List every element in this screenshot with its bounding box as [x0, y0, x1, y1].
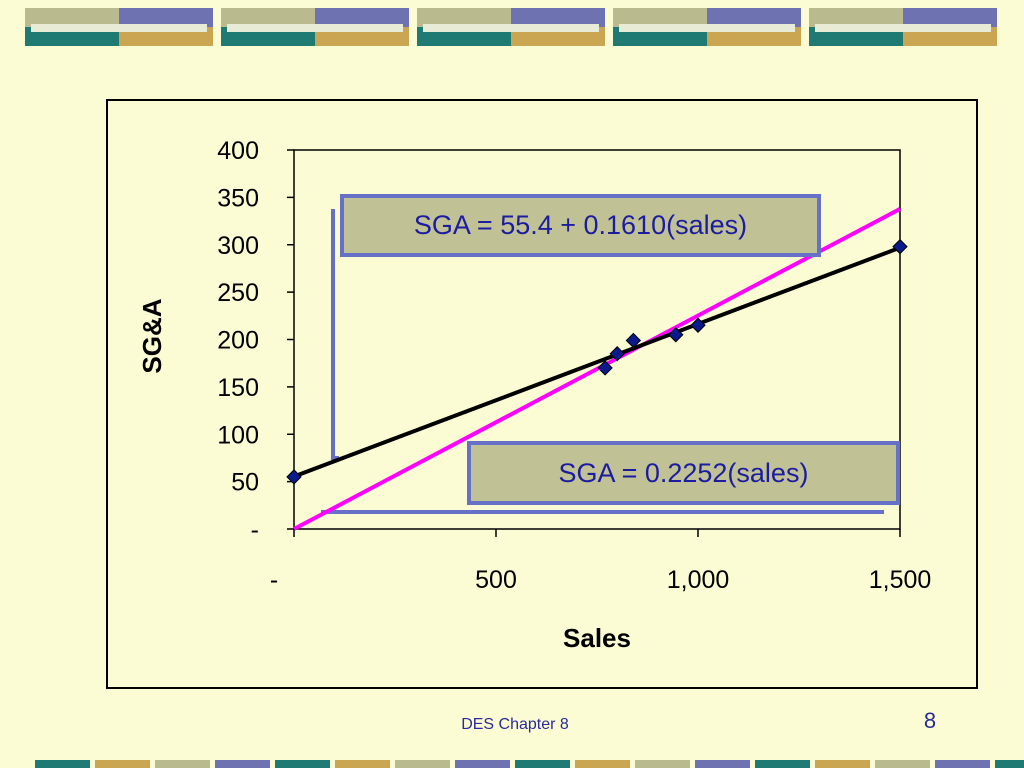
bottom-band-block: [815, 760, 870, 768]
y-tick-label: 200: [217, 327, 259, 355]
top-band-stripe: [815, 24, 991, 32]
bottom-band-block: [755, 760, 810, 768]
data-point: [609, 346, 625, 362]
bottom-band-block: [515, 760, 570, 768]
data-point: [597, 360, 613, 376]
top-band-block: [315, 8, 409, 27]
bottom-band-block: [695, 760, 750, 768]
proportional-fit-line: [293, 207, 901, 531]
data-point: [625, 332, 642, 349]
slide-footer: DES Chapter 8: [461, 716, 569, 733]
top-band-block: [417, 8, 511, 27]
top-band-stripe: [227, 24, 403, 32]
top-band-block: [707, 8, 801, 27]
top-band-block: [613, 8, 707, 27]
x-tick-label: -: [270, 566, 278, 594]
y-tick-label: 50: [231, 469, 259, 497]
data-point: [892, 238, 908, 255]
y-tick-label: 100: [217, 421, 259, 449]
y-tick-label: 350: [217, 184, 259, 212]
y-tick-label: 150: [217, 374, 259, 402]
top-band-block: [221, 8, 315, 27]
chart-frame: [106, 99, 978, 689]
equation-regression-text: SGA = 55.4 + 0.1610(sales): [413, 210, 748, 240]
bottom-decorative-bar: [35, 760, 1024, 768]
bottom-band-block: [335, 760, 390, 768]
connector-line-regression: [331, 209, 339, 460]
top-band-stripe: [619, 24, 795, 32]
bottom-band-block: [455, 760, 510, 768]
data-point: [690, 317, 706, 333]
bottom-band-block: [155, 760, 210, 768]
bottom-band-block: [395, 760, 450, 768]
bottom-band-block: [35, 760, 90, 768]
data-point: [668, 327, 684, 343]
y-tick-label: 250: [217, 279, 259, 307]
x-axis-title: Sales: [563, 623, 631, 653]
y-tick-label: -: [251, 516, 259, 544]
page-number: 8: [923, 708, 937, 733]
x-tick-label: 500: [475, 566, 517, 594]
y-tick-label: 300: [217, 232, 259, 260]
bottom-band-block: [575, 760, 630, 768]
equation-box-regression: SGA = 55.4 + 0.1610(sales): [340, 194, 821, 257]
chart-plot: - 50 100 150 200 250 300 350 400 - 500 1,000 1,500 Sa…: [137, 137, 932, 653]
y-axis-title: SG&A: [137, 298, 167, 373]
regression-fit-line: [293, 245, 901, 479]
bottom-band-block: [275, 760, 330, 768]
bottom-band-block: [635, 760, 690, 768]
bottom-band-block: [95, 760, 150, 768]
equation-proportional-text: SGA = 0.2252(sales): [558, 457, 809, 488]
top-band-block: [25, 8, 119, 27]
bottom-band-block: [935, 760, 990, 768]
top-band-block: [809, 8, 903, 27]
bottom-band-block: [995, 760, 1024, 768]
x-tick-label: 1,000: [667, 566, 730, 594]
bottom-band-block: [215, 760, 270, 768]
x-tick-label: 1,500: [869, 566, 932, 594]
top-band-block: [119, 8, 213, 27]
top-band-stripe: [423, 24, 599, 32]
top-band-block: [511, 8, 605, 27]
y-tick-label: 400: [217, 137, 259, 165]
bottom-band-block: [875, 760, 930, 768]
top-decorative-bar: [25, 8, 997, 46]
equation-box-proportional: SGA = 0.2252(sales): [467, 441, 900, 505]
top-band-block: [903, 8, 997, 27]
top-band-stripe: [31, 24, 207, 32]
data-point: [286, 469, 302, 485]
